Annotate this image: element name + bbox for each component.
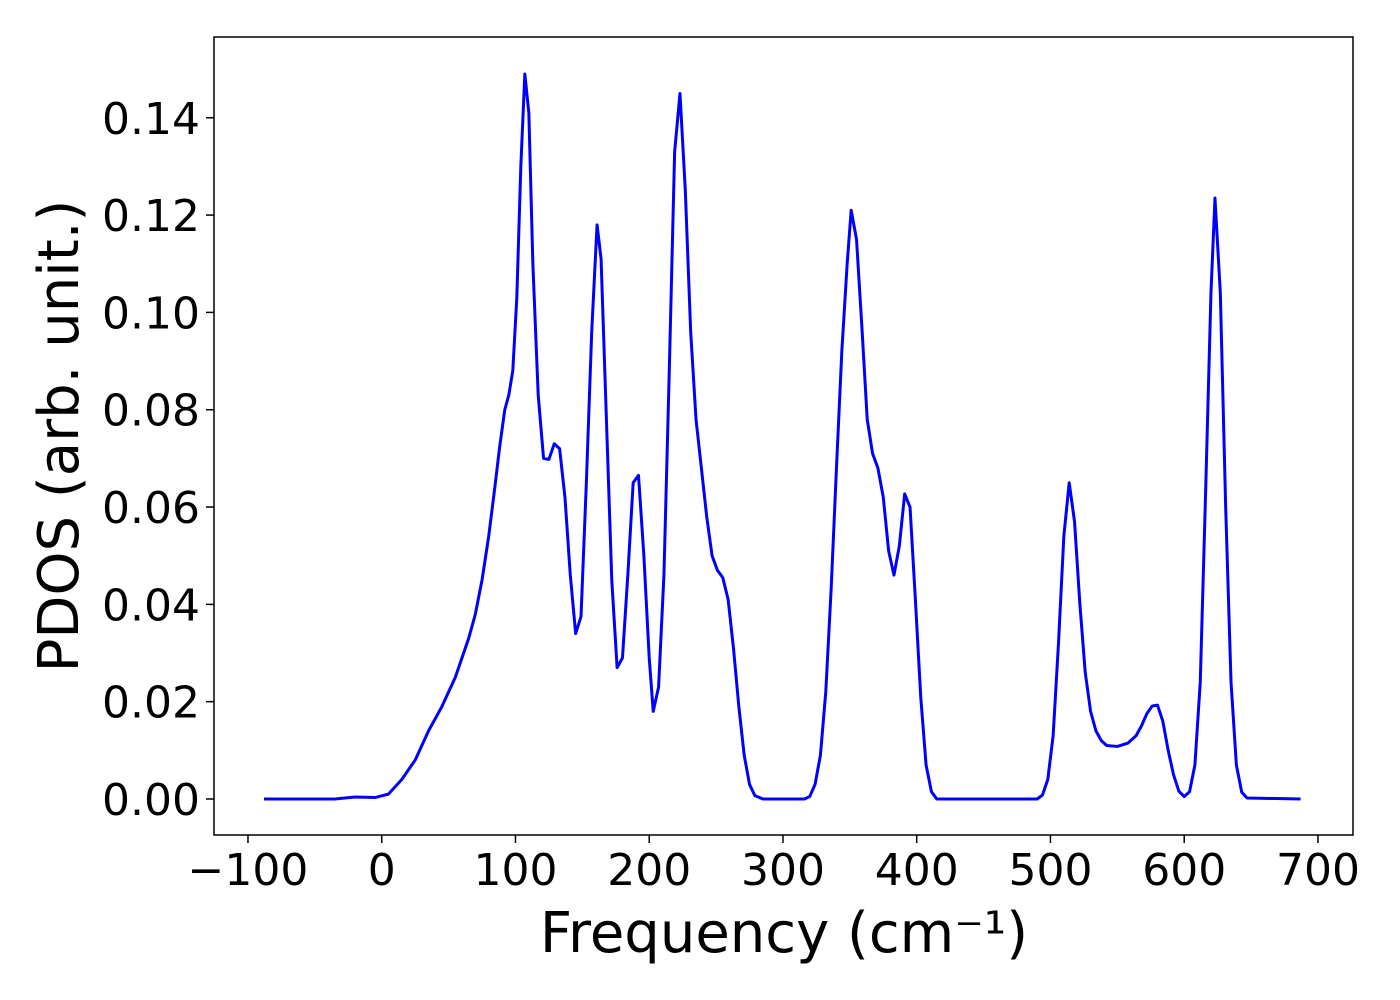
y-tick-label: 0.04 <box>102 580 200 631</box>
line-series <box>264 72 1301 801</box>
x-axis-label: Frequency (cm⁻¹) <box>540 901 1028 966</box>
x-tick-label: 100 <box>473 845 557 896</box>
y-tick-label: 0.12 <box>102 191 200 242</box>
x-tick-label: 300 <box>741 845 825 896</box>
y-axis-label: PDOS (arb. unit.) <box>27 200 92 673</box>
y-tick-label: 0.00 <box>102 775 200 826</box>
y-tick-label: 0.06 <box>102 483 200 534</box>
x-tick-label: 500 <box>1008 845 1092 896</box>
y-tick-label: 0.08 <box>102 386 200 437</box>
x-tick-label: 700 <box>1276 845 1360 896</box>
x-tick-label: 0 <box>368 845 396 896</box>
x-tick-label: 400 <box>875 845 959 896</box>
y-tick-label: 0.02 <box>102 678 200 729</box>
y-tick-label: 0.10 <box>102 288 200 339</box>
x-tick-label: −100 <box>188 845 309 896</box>
x-tick-label: 200 <box>607 845 691 896</box>
y-tick-label: 0.14 <box>102 94 200 145</box>
x-tick-label: 600 <box>1142 845 1226 896</box>
plot-frame <box>213 36 1354 836</box>
